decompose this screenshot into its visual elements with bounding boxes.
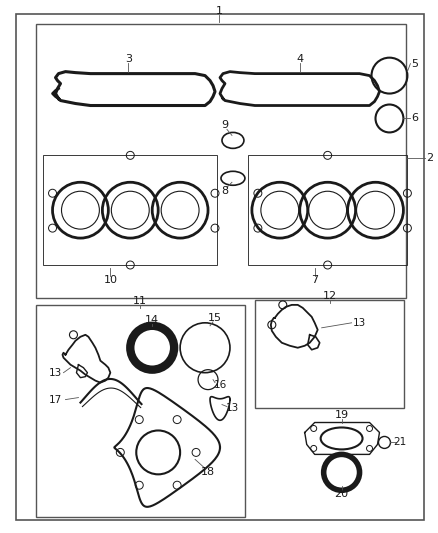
Text: 14: 14 xyxy=(145,315,159,325)
Text: 13: 13 xyxy=(353,318,366,328)
Text: 17: 17 xyxy=(49,394,62,405)
Bar xyxy=(248,155,407,265)
Text: 9: 9 xyxy=(222,120,229,131)
Text: 8: 8 xyxy=(222,186,229,196)
Text: 19: 19 xyxy=(335,409,349,419)
Text: 7: 7 xyxy=(311,275,318,285)
Text: 6: 6 xyxy=(411,114,418,124)
Text: 13: 13 xyxy=(49,368,62,378)
Text: 16: 16 xyxy=(213,379,226,390)
Text: 5: 5 xyxy=(411,59,418,69)
Text: 10: 10 xyxy=(103,275,117,285)
Text: 15: 15 xyxy=(208,313,222,323)
Bar xyxy=(42,155,217,265)
Text: 3: 3 xyxy=(125,54,132,63)
Text: 11: 11 xyxy=(133,296,147,306)
Text: 20: 20 xyxy=(335,489,349,499)
Text: 18: 18 xyxy=(201,467,215,478)
Bar xyxy=(255,300,404,408)
Text: 12: 12 xyxy=(322,291,337,301)
Text: 13: 13 xyxy=(225,402,239,413)
Text: 4: 4 xyxy=(296,54,303,63)
Text: 2: 2 xyxy=(426,154,433,163)
Text: 1: 1 xyxy=(215,6,223,16)
Bar xyxy=(35,24,406,298)
Bar xyxy=(35,305,245,517)
Text: 21: 21 xyxy=(393,438,406,447)
